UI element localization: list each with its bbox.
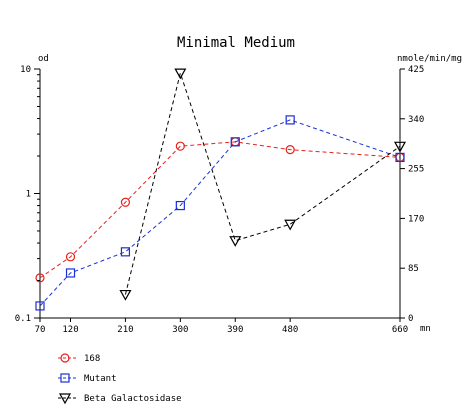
series-line-2 <box>124 71 401 295</box>
y-left-tick-label: 0.1 <box>15 314 31 324</box>
data-point-0 <box>120 197 131 207</box>
y-right-label: nmole/min/mg <box>397 54 462 64</box>
data-point-1 <box>120 247 131 257</box>
legend-label-0: 168 <box>84 354 100 364</box>
data-point-1 <box>230 137 240 147</box>
y-left-tick-label: 1 <box>26 190 31 200</box>
data-point-0 <box>65 252 76 262</box>
x-tick-label: 300 <box>172 325 188 335</box>
data-point-2 <box>119 289 132 301</box>
x-tick-label: 120 <box>62 325 78 335</box>
data-point-1 <box>175 200 185 211</box>
data-point-0 <box>35 273 45 283</box>
series-line-0 <box>39 141 401 279</box>
legend-marker-0 <box>60 353 70 363</box>
data-point-1 <box>285 115 295 125</box>
legend-marker-2 <box>58 393 72 405</box>
x-tick-label: 210 <box>117 325 133 335</box>
legend-label-2: Beta Galactosidase <box>84 394 182 404</box>
y-right-tick-label: 85 <box>408 264 419 274</box>
y-left-tick-label: 10 <box>20 65 31 75</box>
series-markers <box>35 68 407 311</box>
x-tick-label: 70 <box>35 325 46 335</box>
data-point-2 <box>229 236 242 247</box>
y-right-tick-label: 425 <box>408 65 424 75</box>
x-tick-label: 390 <box>227 325 243 335</box>
x-tick-label: 660 <box>392 325 408 335</box>
legend: 168 Mutant Beta Galactosidase <box>58 353 182 405</box>
data-point-2 <box>174 68 187 80</box>
y-right-tick-label: 340 <box>408 115 424 125</box>
y-left-label: od <box>38 54 49 64</box>
data-point-2 <box>284 219 297 231</box>
data-point-2 <box>393 141 407 153</box>
x-unit-label: mn <box>420 324 431 334</box>
axis-ticks: 70 120 210 300 390 480 660 0.1 1 10 0 85 170 255 340 42… <box>15 65 425 335</box>
legend-label-1: Mutant <box>84 374 117 384</box>
data-point-0 <box>285 145 295 155</box>
x-tick-label: 480 <box>282 325 298 335</box>
legend-marker-1 <box>60 373 70 383</box>
data-point-1 <box>395 152 405 162</box>
series-line-1 <box>39 119 401 307</box>
series-lines <box>39 71 401 307</box>
y-right-tick-label: 0 <box>408 314 413 324</box>
data-point-0 <box>175 141 185 151</box>
data-point-1 <box>35 301 45 311</box>
y-right-tick-label: 170 <box>408 214 424 224</box>
y-right-tick-label: 255 <box>408 165 424 175</box>
data-point-1 <box>65 268 76 278</box>
chart-title: Minimal Medium <box>177 35 295 51</box>
